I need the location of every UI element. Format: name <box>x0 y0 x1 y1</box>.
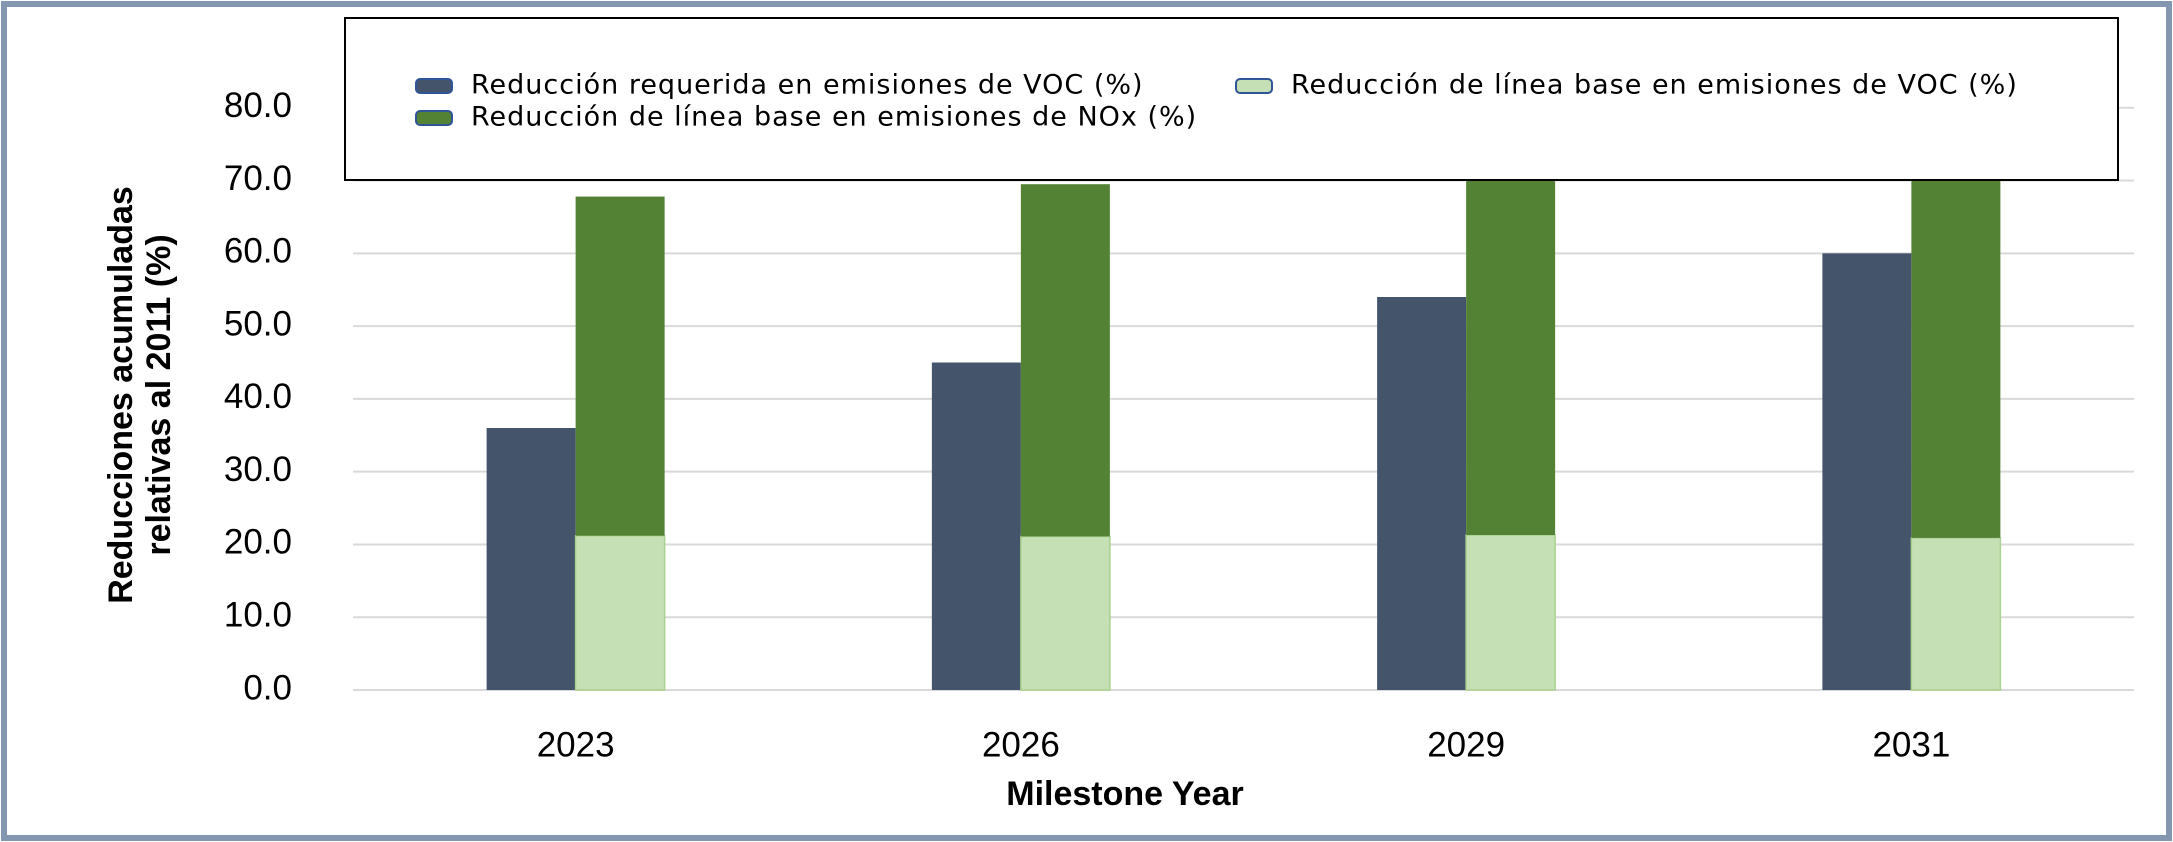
y-tick-label: 20.0 <box>224 523 292 562</box>
x-tick-label: 2029 <box>1427 725 1505 764</box>
bar <box>1910 537 2002 691</box>
bar <box>486 428 576 690</box>
y-tick-label: 40.0 <box>224 377 292 416</box>
bar <box>574 534 666 691</box>
y-tick-label: 60.0 <box>224 232 292 271</box>
x-tick-label: 2023 <box>537 725 615 764</box>
legend-label: Reducción requerida en emisiones de VOC … <box>471 70 1144 101</box>
bar <box>1465 534 1556 691</box>
y-tick-label: 0.0 <box>243 668 292 707</box>
x-tick-label: 2026 <box>982 725 1060 764</box>
legend-box <box>344 17 2119 181</box>
y-axis-label: Reducciones acumuladas relativas al 2011… <box>102 186 178 604</box>
bar <box>1020 535 1111 691</box>
legend-label: Reducción de línea base en emisiones de … <box>471 102 1197 133</box>
y-tick-label: 50.0 <box>224 304 292 343</box>
bar <box>1466 169 1556 535</box>
x-tick-label: 2031 <box>1872 725 1950 764</box>
legend: Reducción requerida en emisiones de VOC … <box>415 70 2018 133</box>
y-tick-label: 70.0 <box>224 159 292 198</box>
y-axis-label-line: Reducciones acumuladas <box>102 186 140 604</box>
bar <box>1377 297 1467 690</box>
y-tick-label: 80.0 <box>224 86 292 125</box>
bar <box>931 362 1021 690</box>
bar <box>575 196 665 536</box>
bar <box>1822 253 1912 691</box>
x-axis-label: Milestone Year <box>1006 775 1244 813</box>
bar <box>1911 166 2001 538</box>
y-tick-label: 10.0 <box>224 595 292 634</box>
legend-swatch <box>415 78 453 94</box>
y-tick-label: 30.0 <box>224 450 292 489</box>
legend-label: Reducción de línea base en emisiones de … <box>1291 70 2018 101</box>
legend-swatch <box>415 110 453 126</box>
bar <box>1020 184 1110 537</box>
y-axis-label-line: relativas al 2011 (%) <box>140 234 178 555</box>
plot-area: 0.0 10.0 20.0 30.0 40.0 50.0 60.0 70.0 80.0 2023 2… <box>224 86 2134 764</box>
legend-swatch <box>1235 78 1273 94</box>
